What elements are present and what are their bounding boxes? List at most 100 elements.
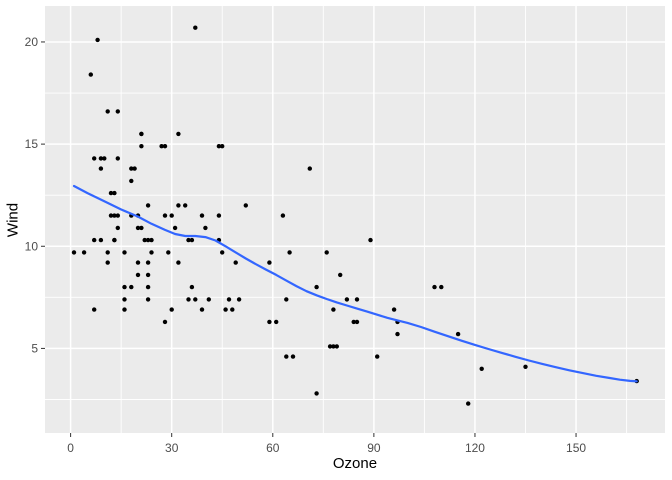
data-point <box>115 213 121 218</box>
data-point <box>145 272 151 278</box>
data-point <box>135 260 141 265</box>
data-point <box>172 225 178 231</box>
data-point <box>189 237 195 243</box>
x-tick-label: 30 <box>165 441 179 455</box>
data-point <box>176 260 181 265</box>
data-point <box>220 250 225 255</box>
data-point <box>122 307 127 312</box>
data-point <box>479 366 484 371</box>
data-point <box>129 284 134 290</box>
data-point <box>166 250 171 255</box>
data-point <box>284 354 289 359</box>
data-point <box>112 213 117 218</box>
data-point <box>284 297 289 302</box>
y-tick-label: 15 <box>25 137 39 151</box>
data-point <box>193 297 198 302</box>
data-point <box>169 213 174 218</box>
data-point <box>139 144 144 149</box>
data-point <box>523 364 528 369</box>
data-point <box>267 319 272 325</box>
data-point <box>354 297 360 302</box>
data-point <box>145 284 151 290</box>
data-point <box>169 307 174 312</box>
data-point <box>108 190 114 196</box>
data-point <box>314 284 319 290</box>
data-point <box>220 144 225 149</box>
data-point <box>115 109 121 114</box>
data-point <box>203 225 208 231</box>
data-point <box>267 260 272 265</box>
data-point <box>395 331 400 337</box>
data-point <box>455 331 461 337</box>
data-point <box>105 260 110 265</box>
data-point <box>354 319 360 325</box>
data-point <box>307 166 312 171</box>
data-point <box>351 319 356 325</box>
data-point <box>193 25 198 30</box>
data-point <box>112 190 117 196</box>
data-point <box>145 203 151 208</box>
data-point <box>71 250 77 255</box>
data-point <box>149 237 154 243</box>
data-point <box>223 307 228 312</box>
data-point <box>324 250 329 255</box>
data-point <box>391 307 397 312</box>
data-point <box>145 297 151 302</box>
data-point <box>216 144 222 149</box>
data-point <box>466 401 471 406</box>
data-point <box>243 203 248 208</box>
data-point <box>162 144 168 149</box>
x-tick-label: 0 <box>67 441 74 455</box>
data-point <box>92 307 97 312</box>
data-point <box>98 156 104 161</box>
data-point <box>206 297 211 302</box>
x-tick-label: 60 <box>266 441 280 455</box>
data-point <box>115 156 121 161</box>
data-point <box>115 225 121 231</box>
data-point <box>199 307 205 312</box>
panel-background <box>45 6 665 433</box>
data-point <box>132 166 137 171</box>
data-point <box>439 284 444 290</box>
data-point <box>331 344 336 349</box>
data-point <box>139 225 144 231</box>
data-point <box>176 203 181 208</box>
x-tick-label: 120 <box>465 441 485 455</box>
data-point <box>145 237 151 243</box>
data-point <box>199 213 205 218</box>
data-point <box>122 297 127 302</box>
data-point <box>129 166 134 171</box>
data-point <box>92 156 97 161</box>
data-point <box>142 237 147 243</box>
x-tick-label: 90 <box>367 441 381 455</box>
data-point <box>368 237 373 243</box>
data-point <box>139 131 144 137</box>
data-point <box>145 260 151 265</box>
data-point <box>81 250 87 255</box>
data-point <box>122 250 127 255</box>
y-axis-title: Wind <box>4 202 22 238</box>
data-point <box>186 237 191 243</box>
data-point <box>112 237 117 243</box>
data-point <box>183 203 188 208</box>
data-point <box>334 344 339 349</box>
data-point <box>274 319 279 325</box>
data-point <box>432 284 437 290</box>
y-tick-label: 10 <box>25 239 39 253</box>
data-point <box>216 213 222 218</box>
data-point <box>314 391 319 396</box>
data-point <box>98 237 104 243</box>
data-point <box>375 354 380 359</box>
data-point <box>108 213 114 218</box>
data-point <box>327 344 333 349</box>
data-point <box>287 250 292 255</box>
data-point <box>135 272 141 278</box>
x-tick-label: 150 <box>566 441 586 455</box>
y-tick-label: 5 <box>31 341 38 355</box>
y-tick-label: 20 <box>25 35 39 49</box>
smooth-line <box>72 184 638 383</box>
data-point <box>95 37 100 43</box>
data-point <box>162 213 168 218</box>
data-point <box>176 131 181 137</box>
